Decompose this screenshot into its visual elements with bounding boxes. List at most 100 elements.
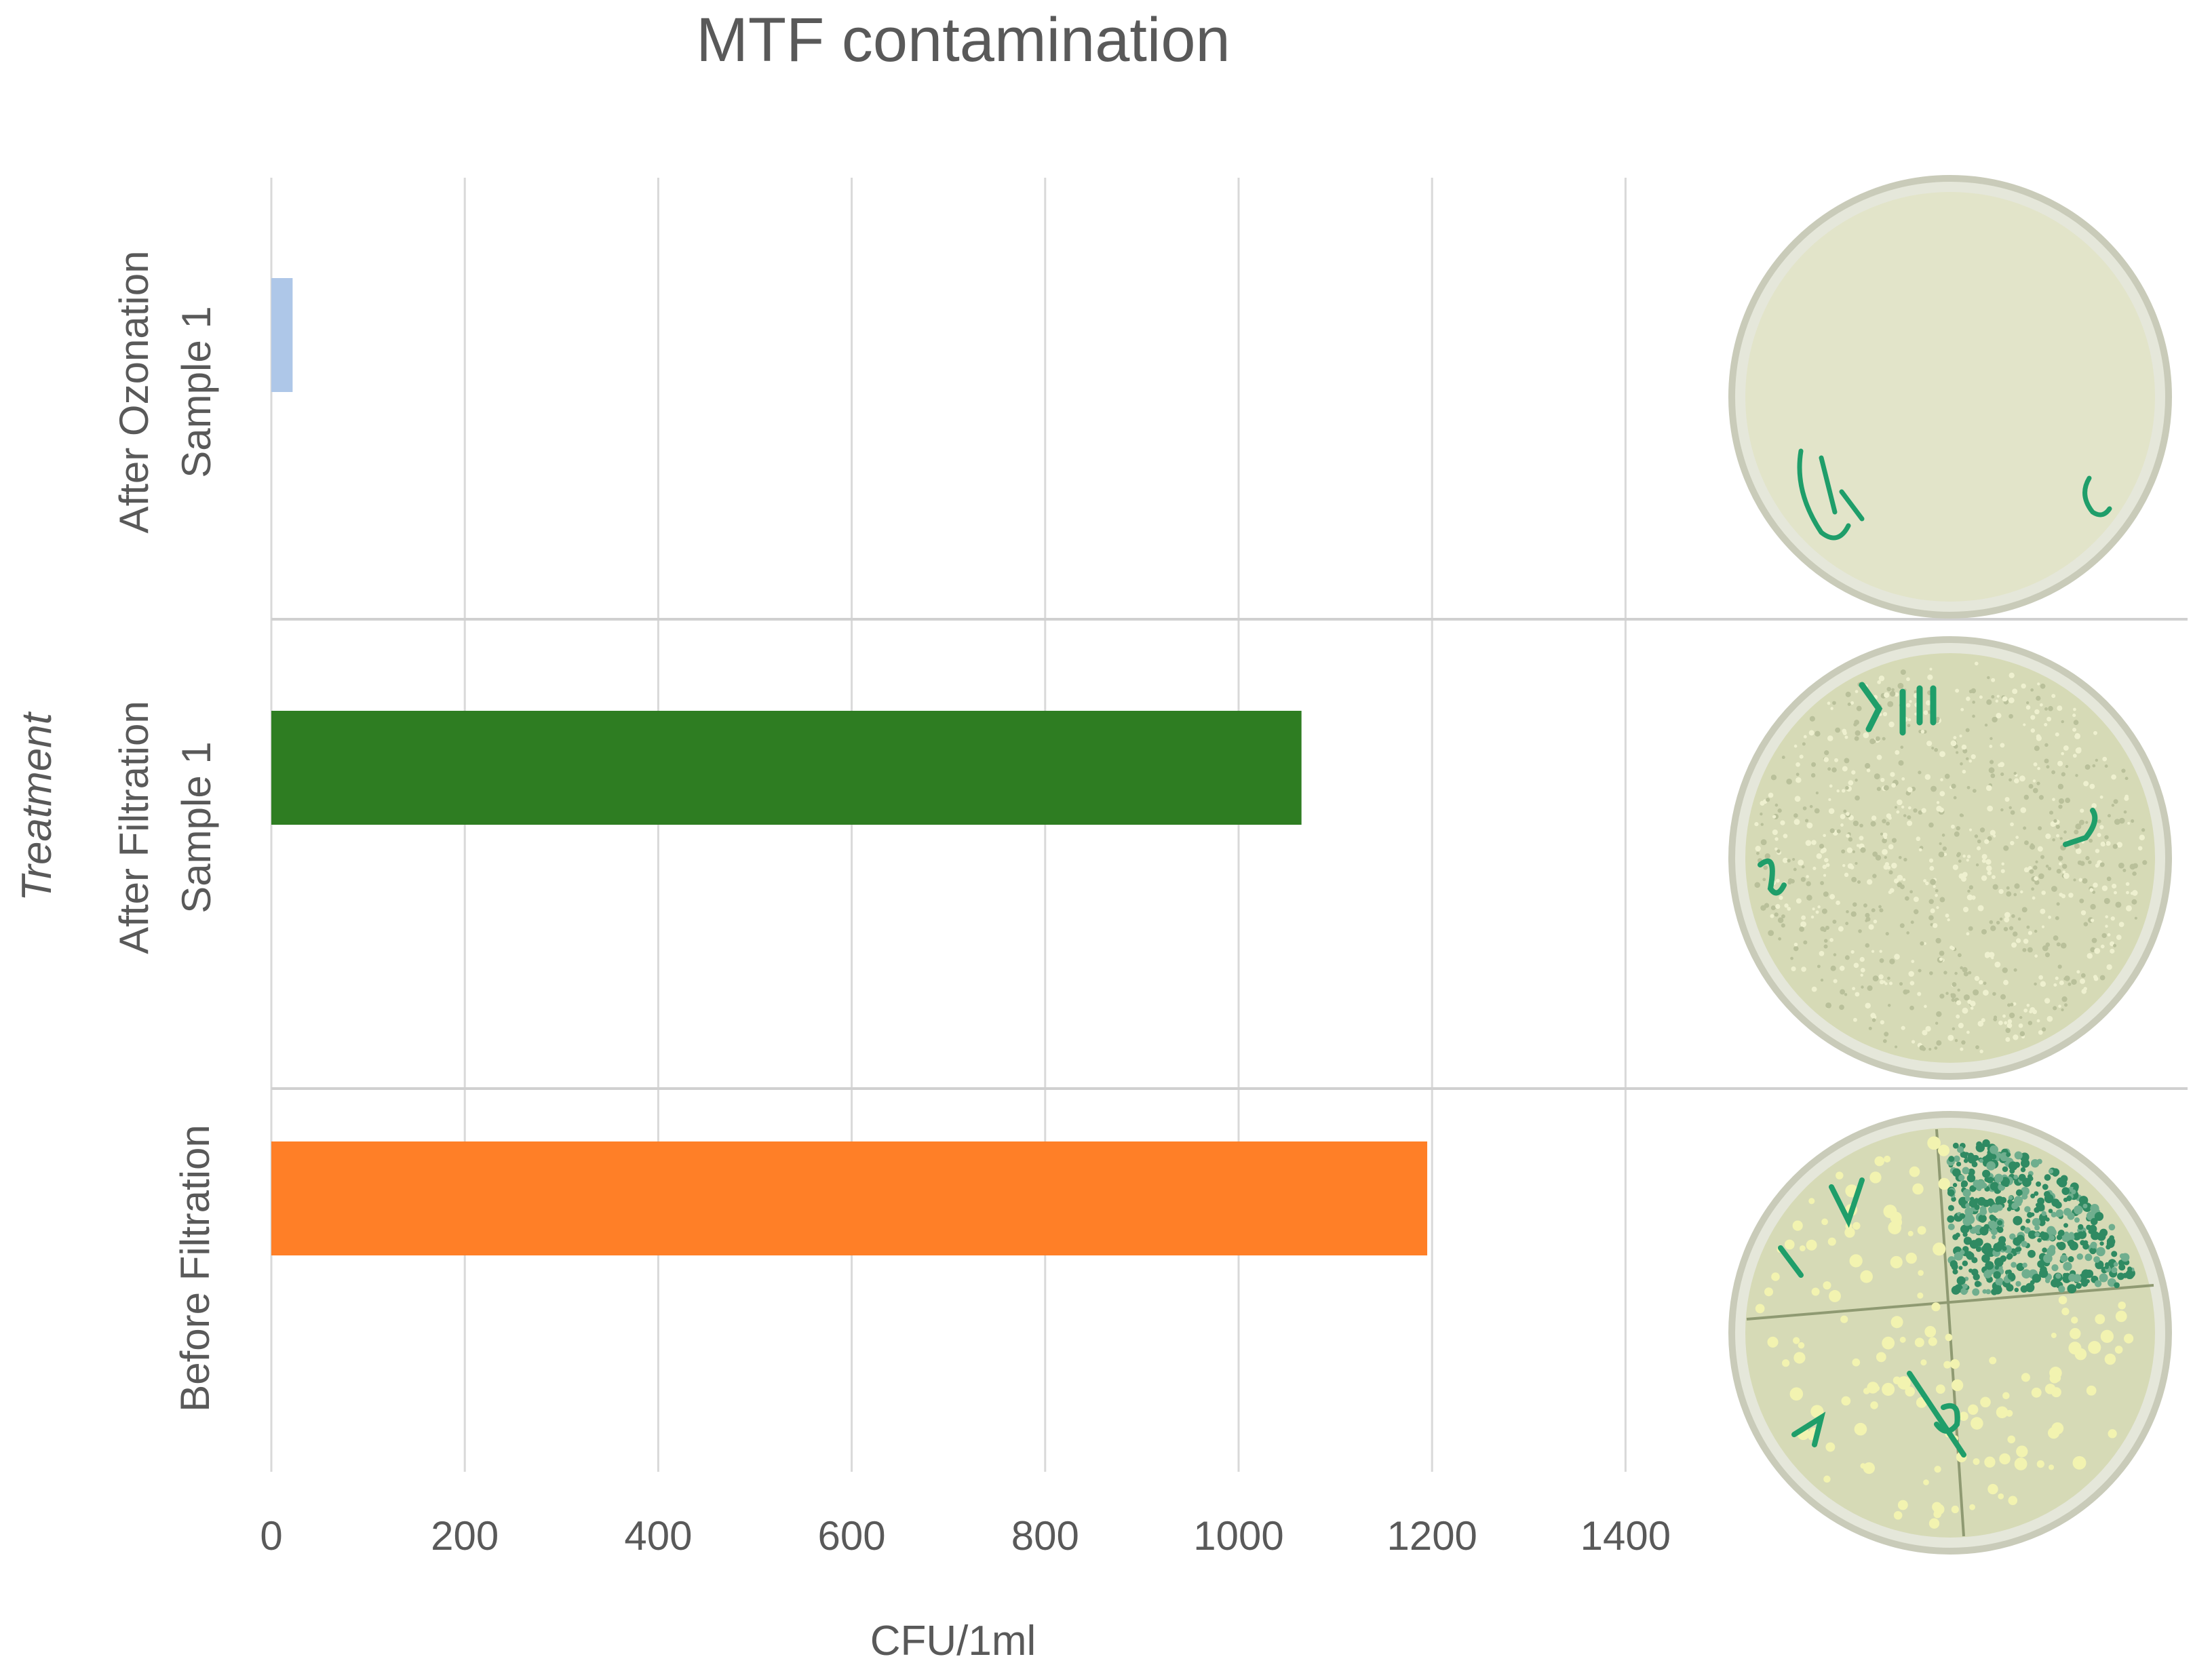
colony: [1963, 1158, 1968, 1163]
marker-writing: [1797, 448, 1865, 541]
colony: [1875, 736, 1880, 741]
colony: [2045, 833, 2051, 840]
colony: [2089, 1247, 2097, 1255]
colony: [1900, 669, 1906, 675]
colony: [1996, 695, 2000, 698]
colony: [1808, 1434, 1814, 1441]
colony: [1878, 974, 1884, 979]
colony: [1983, 990, 1989, 996]
colony: [2062, 870, 2066, 874]
colony: [2040, 683, 2046, 689]
colony: [2021, 1241, 2027, 1247]
colony: [1756, 851, 1760, 855]
colony: [1985, 1261, 1994, 1270]
colony: [1982, 1169, 1991, 1178]
colony: [2009, 1168, 2015, 1174]
colony: [2036, 1019, 2040, 1023]
colony: [2073, 1184, 2078, 1189]
colony: [1886, 821, 1890, 826]
colony: [2083, 922, 2089, 926]
colony: [2108, 1429, 2117, 1439]
colony: [1855, 730, 1861, 736]
colony: [1909, 700, 1912, 703]
colony: [1787, 859, 1791, 863]
colony: [2063, 745, 2069, 751]
colony: [2073, 720, 2079, 726]
colony: [1897, 1500, 1908, 1510]
colony: [1820, 848, 1825, 854]
colony: [1890, 1255, 1903, 1269]
y-axis-label: Treatment: [14, 711, 60, 901]
colony: [2071, 1189, 2076, 1194]
colony: [2034, 1225, 2040, 1231]
colony: [1960, 1287, 1968, 1295]
colony: [1771, 1272, 1780, 1281]
colony: [1905, 1386, 1915, 1396]
colony: [2022, 948, 2027, 952]
x-tick-label-0: 0: [260, 1513, 282, 1559]
colony: [2068, 1239, 2076, 1247]
colony: [2015, 1189, 2023, 1196]
colony: [2055, 1273, 2061, 1279]
colony: [1876, 1352, 1886, 1363]
y-category-label-line: After Ozonation: [111, 251, 157, 534]
colony: [1927, 1136, 1941, 1150]
colony: [1777, 808, 1782, 813]
colony: [1986, 865, 1992, 872]
colony: [2040, 908, 2046, 914]
colony: [2012, 931, 2018, 937]
colony: [2111, 774, 2116, 780]
colony: [1903, 814, 1907, 817]
colony: [1943, 971, 1947, 975]
colony: [1912, 1183, 1924, 1195]
colony: [1854, 1422, 1867, 1436]
colony: [1966, 1030, 1970, 1034]
colony: [1851, 770, 1856, 775]
colony: [1825, 1002, 1831, 1009]
y-category-label-3: Before Filtration: [172, 1125, 218, 1412]
colony: [2019, 1016, 2023, 1019]
colony: [1884, 692, 1890, 698]
colony: [1961, 1040, 1966, 1045]
colony: [1777, 917, 1784, 923]
colony: [1884, 982, 1888, 985]
colony: [2007, 1019, 2013, 1024]
colony: [2016, 1445, 2028, 1458]
colony: [1787, 880, 1792, 885]
colony: [1929, 971, 1933, 975]
colony: [1867, 879, 1873, 885]
colony: [2079, 978, 2086, 984]
colony: [2000, 994, 2006, 1000]
colony: [2089, 888, 2094, 892]
colony: [2020, 890, 2023, 894]
colony: [1973, 1273, 1980, 1281]
colony: [2048, 705, 2053, 711]
colony: [1939, 994, 1945, 999]
colony: [1956, 852, 1962, 857]
colony: [2063, 1003, 2068, 1007]
colony: [2002, 967, 2008, 973]
colony: [1823, 874, 1827, 877]
colony: [1955, 1232, 1960, 1238]
colony: [2010, 810, 2015, 815]
colony: [1973, 1458, 1980, 1465]
colony: [2118, 1301, 2126, 1310]
colony: [1887, 1004, 1891, 1007]
colony: [1913, 808, 1918, 813]
colony: [1865, 1002, 1871, 1009]
colony: [2061, 996, 2068, 1002]
colony: [2099, 1273, 2108, 1283]
colony: [2132, 871, 2137, 876]
colony: [1775, 903, 1781, 910]
colony: [2093, 882, 2098, 888]
colony: [2052, 1170, 2059, 1177]
colony: [2103, 897, 2110, 904]
colony: [1987, 805, 1994, 812]
colony: [2025, 1283, 2035, 1293]
colony: [2106, 876, 2112, 882]
colony: [1986, 699, 1992, 705]
colony: [2078, 1196, 2089, 1205]
colony: [2052, 798, 2055, 802]
colony: [1970, 1196, 1975, 1202]
dense-plate: [1728, 636, 2172, 1080]
